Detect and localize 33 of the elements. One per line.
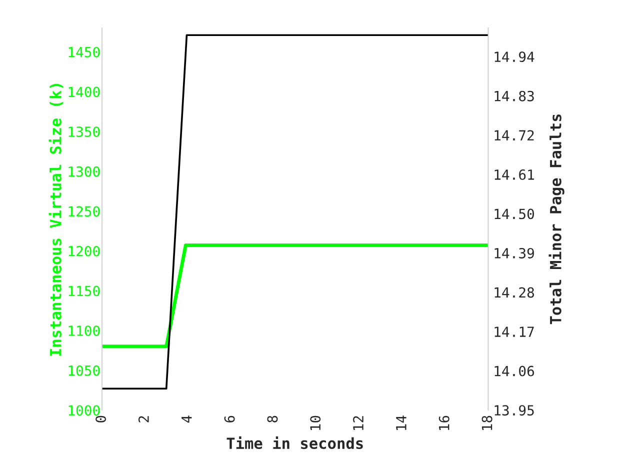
x-tick-label: 10 xyxy=(310,416,321,430)
y2-tick-label: 14.06 xyxy=(494,366,534,376)
y-tick-label: 1450 xyxy=(68,46,100,58)
x-tick-label: 6 xyxy=(224,416,235,422)
y-tick-label: 1200 xyxy=(68,246,100,256)
y2-tick-label: 14.17 xyxy=(494,326,534,337)
x-tick-label: 8 xyxy=(267,416,278,422)
x-tick-label: 0 xyxy=(96,416,106,422)
x-axis-title: Time in seconds xyxy=(226,436,363,450)
y-tick-label: 1250 xyxy=(68,206,100,217)
y-tick-label: 1300 xyxy=(68,166,100,177)
x-tick-label: 18 xyxy=(482,416,492,430)
y2-tick-label: 14.28 xyxy=(494,287,534,298)
y2-axis-title: Total Minor Page Faults xyxy=(548,114,564,324)
y-tick-label: 1150 xyxy=(68,286,100,296)
y2-tick-label: 14.83 xyxy=(494,90,534,102)
y2-tick-label: 14.72 xyxy=(494,130,534,140)
x-tick-label: 2 xyxy=(138,416,149,422)
y2-tick-label: 14.94 xyxy=(494,52,534,62)
x-tick-label: 12 xyxy=(353,416,364,430)
y-tick-label: 1400 xyxy=(68,86,100,98)
y2-tick-label: 14.50 xyxy=(494,208,534,220)
x-tick-label: 14 xyxy=(396,416,406,430)
y-tick-label: 1000 xyxy=(68,405,100,416)
y2-tick-label: 14.61 xyxy=(494,169,534,180)
y-axis-title: Instantaneous Virtual Size (k) xyxy=(48,84,64,356)
y2-tick-label: 13.95 xyxy=(494,405,534,416)
x-tick-label: 4 xyxy=(182,416,192,423)
y-tick-label: 1350 xyxy=(68,126,100,137)
y-tick-label: 1100 xyxy=(68,325,100,336)
x-tick-label: 16 xyxy=(438,416,450,430)
y2-tick-label: 14.39 xyxy=(494,248,534,258)
y-tick-label: 1050 xyxy=(68,365,100,376)
